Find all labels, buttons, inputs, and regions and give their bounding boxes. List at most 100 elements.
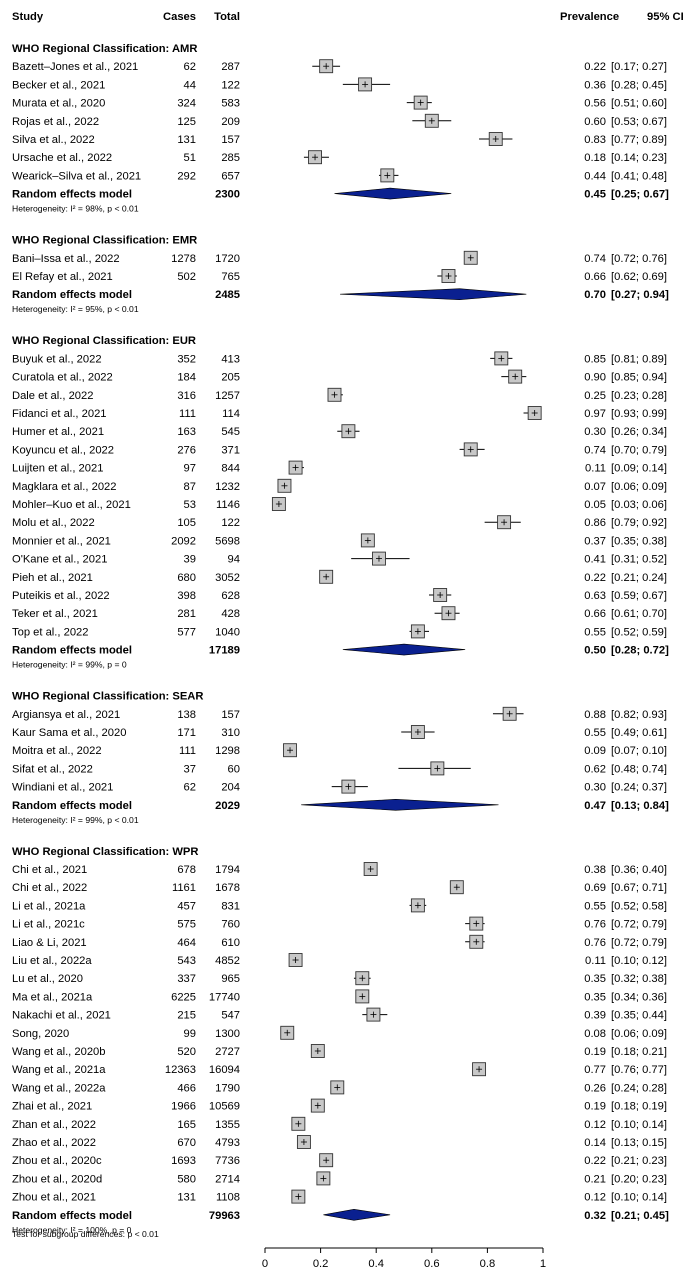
- study-ci: [0.49; 0.61]: [611, 727, 667, 739]
- study-cases: 6225: [171, 991, 196, 1003]
- study-name: Song, 2020: [12, 1028, 69, 1040]
- study-ci: [0.18; 0.19]: [611, 1101, 667, 1113]
- study-cases: 678: [177, 864, 196, 876]
- study-cases: 292: [177, 170, 196, 182]
- study-total: 1232: [215, 481, 240, 493]
- study-cases: 125: [177, 116, 196, 128]
- study-ci: [0.41; 0.48]: [611, 170, 667, 182]
- study-prevalence: 0.21: [584, 1173, 606, 1185]
- study-prevalence: 0.56: [584, 98, 606, 110]
- study-name: Luijten et al., 2021: [12, 463, 103, 475]
- column-headers: Study Cases Total Prevalence 95% CI: [12, 11, 684, 23]
- study-ci: [0.20; 0.23]: [611, 1173, 667, 1185]
- study-total: 1298: [215, 745, 240, 757]
- study-ci: [0.32; 0.38]: [611, 973, 667, 985]
- study-cases: 464: [177, 937, 196, 949]
- study-total: 287: [221, 61, 240, 73]
- study-prevalence: 0.22: [584, 61, 606, 73]
- study-cases: 111: [179, 408, 196, 420]
- study-total: 114: [222, 408, 240, 420]
- study-prevalence: 0.85: [584, 353, 606, 365]
- study-prevalence: 0.26: [584, 1082, 606, 1094]
- study-name: Chi et al., 2021: [12, 864, 87, 876]
- study-cases: 171: [177, 727, 196, 739]
- summary-diamond: [334, 187, 452, 200]
- study-ci: [0.21; 0.23]: [611, 1155, 667, 1167]
- study-prevalence: 0.19: [584, 1046, 606, 1058]
- study-name: Zhao et al., 2022: [12, 1137, 96, 1149]
- summary-diamond: [323, 1208, 391, 1221]
- study-cases: 215: [177, 1010, 196, 1022]
- study-cases: 337: [177, 973, 196, 985]
- study-total: 10569: [209, 1101, 240, 1113]
- study-total: 1790: [215, 1082, 240, 1094]
- study-ci: [0.31; 0.52]: [611, 554, 667, 566]
- study-cases: 466: [177, 1082, 196, 1094]
- model-prevalence: 0.32: [584, 1210, 606, 1222]
- study-cases: 1278: [171, 253, 196, 265]
- study-name: Silva et al., 2022: [12, 134, 95, 146]
- study-name: Monnier et al., 2021: [12, 535, 111, 547]
- study-name: Moitra et al., 2022: [12, 745, 102, 757]
- study-name: Argiansya et al., 2021: [12, 709, 120, 721]
- study-ci: [0.10; 0.14]: [611, 1192, 667, 1204]
- study-total: 610: [221, 937, 240, 949]
- study-ci: [0.59; 0.67]: [611, 590, 667, 602]
- study-total: 209: [221, 116, 240, 128]
- study-prevalence: 0.19: [584, 1101, 606, 1113]
- model-label: Random effects model: [12, 289, 132, 301]
- study-cases: 44: [184, 79, 196, 91]
- study-cases: 502: [177, 271, 196, 283]
- study-cases: 12363: [165, 1064, 196, 1076]
- study-total: 5698: [215, 535, 240, 547]
- study-name: Fidanci et al., 2021: [12, 408, 107, 420]
- study-ci: [0.35; 0.38]: [611, 535, 667, 547]
- model-total: 17189: [209, 645, 240, 657]
- study-prevalence: 0.63: [584, 590, 606, 602]
- study-prevalence: 0.44: [584, 170, 606, 182]
- header-ci: 95% CI: [647, 11, 684, 23]
- study-ci: [0.18; 0.21]: [611, 1046, 667, 1058]
- study-name: Li et al., 2021c: [12, 919, 85, 931]
- study-name: Bazett–Jones et al., 2021: [12, 61, 138, 73]
- study-cases: 457: [177, 900, 196, 912]
- study-prevalence: 0.97: [584, 408, 606, 420]
- study-cases: 352: [177, 353, 196, 365]
- model-label: Random effects model: [12, 189, 132, 201]
- model-ci: [0.25; 0.67]: [611, 189, 669, 201]
- study-cases: 87: [184, 481, 196, 493]
- study-prevalence: 0.90: [584, 372, 606, 384]
- study-cases: 99: [184, 1028, 196, 1040]
- study-name: Puteikis et al., 2022: [12, 590, 110, 602]
- study-cases: 53: [184, 499, 196, 511]
- study-prevalence: 0.12: [584, 1119, 606, 1131]
- study-name: Top et al., 2022: [12, 626, 89, 638]
- study-prevalence: 0.55: [584, 900, 606, 912]
- x-tick-label: 0.2: [313, 1258, 329, 1270]
- study-total: 965: [221, 973, 240, 985]
- group-title: WHO Regional Classification: EUR: [12, 335, 196, 347]
- study-name: Zhan et al., 2022: [12, 1119, 96, 1131]
- study-prevalence: 0.38: [584, 864, 606, 876]
- study-ci: [0.52; 0.58]: [611, 900, 667, 912]
- study-cases: 163: [177, 426, 196, 438]
- study-prevalence: 0.09: [584, 745, 606, 757]
- study-name: Murata et al., 2020: [12, 98, 105, 110]
- study-prevalence: 0.25: [584, 390, 606, 402]
- study-total: 122: [221, 517, 240, 529]
- study-ci: [0.48; 0.74]: [611, 763, 667, 775]
- study-cases: 398: [177, 590, 196, 602]
- study-ci: [0.72; 0.79]: [611, 937, 667, 949]
- model-prevalence: 0.45: [584, 189, 606, 201]
- study-ci: [0.61; 0.70]: [611, 608, 667, 620]
- study-ci: [0.03; 0.06]: [611, 499, 667, 511]
- study-name: Buyuk et al., 2022: [12, 353, 102, 365]
- study-name: Zhou et al., 2020d: [12, 1173, 102, 1185]
- study-total: 1720: [215, 253, 240, 265]
- study-name: Zhou et al., 2021: [12, 1192, 96, 1204]
- group-title: WHO Regional Classification: AMR: [12, 43, 197, 55]
- model-total: 79963: [209, 1210, 240, 1222]
- study-name: Zhai et al., 2021: [12, 1101, 92, 1113]
- x-tick-label: 0.4: [368, 1258, 384, 1270]
- summary-diamond: [342, 643, 466, 656]
